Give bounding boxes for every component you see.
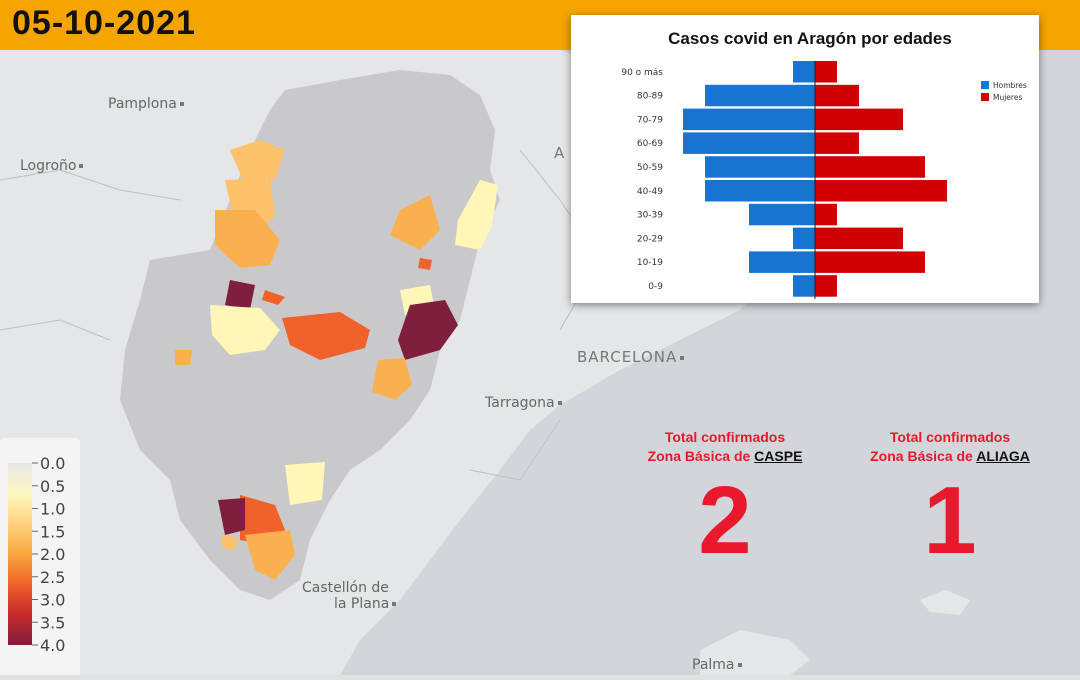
bar-hombres: [705, 84, 815, 107]
scale-tick-label: 4.0: [40, 636, 65, 655]
bar-hombres: [793, 61, 815, 83]
legend-swatch: [981, 81, 989, 89]
total-aliaga: Total confirmados Zona Básica de ALIAGA …: [855, 428, 1045, 576]
color-scale-legend: 0.0 0.5 1.0 1.5 2.0 2.5 3.0 3.5 4.0: [0, 438, 80, 675]
city-label-logrono: Logroño: [20, 158, 84, 174]
scale-tick-label: 1.5: [40, 522, 65, 541]
scale-tick-label: 0.0: [40, 454, 65, 473]
bar-mujeres: [815, 132, 859, 154]
bar-hombres: [793, 227, 815, 250]
y-tick-label: 50-59: [637, 163, 663, 173]
bar-mujeres: [815, 156, 925, 178]
y-tick-label: 20-29: [637, 234, 663, 244]
city-label-pamplona: Pamplona: [108, 96, 184, 112]
y-tick-label: 0-9: [648, 282, 663, 292]
bar-hombres: [705, 156, 815, 178]
city-label-tarragona: Tarragona: [485, 395, 562, 411]
total-aliaga-zone: ALIAGA: [976, 448, 1030, 464]
y-tick-label: 80-89: [637, 92, 663, 102]
age-chart-panel: Casos covid en Aragón por edades 90 o más…: [571, 15, 1039, 303]
bar-hombres: [683, 108, 815, 131]
bar-mujeres: [815, 180, 947, 202]
scale-tick-label: 1.0: [40, 500, 65, 519]
y-tick-label: 40-49: [637, 187, 663, 197]
total-aliaga-zone-line: Zona Básica de ALIAGA: [870, 448, 1030, 464]
y-tick-label: 90 o más: [621, 68, 663, 78]
bar-hombres: [683, 132, 815, 154]
y-tick-label: 30-39: [637, 211, 663, 221]
total-caspe-zone: CASPE: [754, 448, 803, 464]
bar-mujeres: [815, 275, 837, 297]
scale-tick-label: 3.0: [40, 591, 65, 610]
city-label-castellon-2: la Plana: [334, 596, 397, 612]
bar-hombres: [705, 180, 815, 202]
legend-label: Mujeres: [993, 93, 1022, 102]
total-caspe-zone-line: Zona Básica de CASPE: [647, 448, 803, 464]
city-label-andorra: A: [554, 144, 566, 162]
age-pyramid-chart: Casos covid en Aragón por edades 90 o más…: [621, 29, 1027, 299]
bar-mujeres: [815, 61, 837, 83]
bar-hombres: [793, 275, 815, 297]
city-label-barcelona: BARCELONA: [577, 348, 685, 366]
date-label: 05-10-2021: [12, 4, 196, 42]
y-tick-label: 60-69: [637, 139, 663, 149]
total-aliaga-value: 1: [923, 467, 977, 574]
scale-tick-label: 3.5: [40, 613, 65, 632]
scale-tick-label: 2.0: [40, 545, 65, 564]
color-scale-bar: [8, 463, 32, 645]
legend-label: Hombres: [993, 81, 1027, 90]
total-caspe-value: 2: [698, 467, 752, 574]
bar-mujeres: [815, 84, 859, 107]
scale-tick-label: 2.5: [40, 568, 65, 587]
bar-mujeres: [815, 251, 925, 273]
city-label-castellon-1: Castellón de: [302, 580, 389, 596]
color-scale: 0.0 0.5 1.0 1.5 2.0 2.5 3.0 3.5 4.0: [8, 454, 65, 655]
bar-hombres: [749, 203, 815, 226]
y-tick-label: 10-19: [637, 258, 663, 268]
chart-title: Casos covid en Aragón por edades: [668, 29, 952, 48]
legend-swatch: [981, 93, 989, 101]
bar-mujeres: [815, 227, 903, 250]
bar-mujeres: [815, 203, 837, 226]
total-caspe: Total confirmados Zona Básica de CASPE 2: [630, 428, 820, 576]
y-tick-label: 70-79: [637, 115, 663, 125]
city-label-palma: Palma: [692, 657, 742, 673]
scale-tick-label: 0.5: [40, 477, 65, 496]
total-aliaga-label: Total confirmados: [889, 429, 1011, 445]
bar-hombres: [749, 251, 815, 273]
bar-mujeres: [815, 108, 903, 131]
total-caspe-label: Total confirmados: [664, 429, 786, 445]
